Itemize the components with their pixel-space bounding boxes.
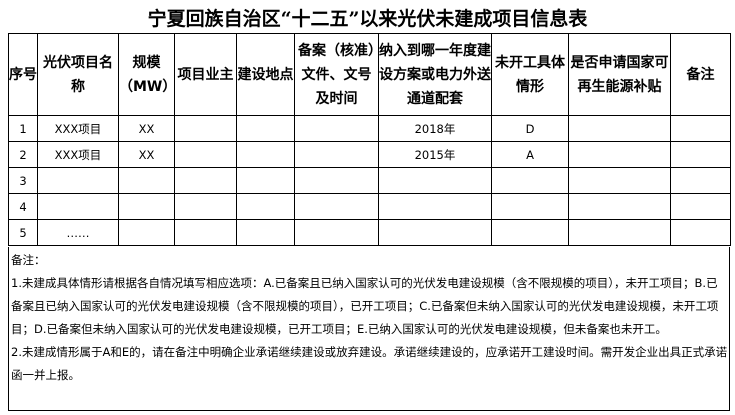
table-cell: …… (37, 219, 119, 246)
table-cell: 2018年 (378, 115, 492, 142)
table-cell: A (491, 141, 569, 168)
table-cell (236, 115, 295, 142)
table-cell (568, 219, 671, 246)
column-header: 序号 (8, 33, 38, 116)
table-cell (236, 219, 295, 246)
table-cell (670, 193, 731, 220)
table-cell (118, 167, 175, 194)
table-cell (174, 167, 237, 194)
column-header: 是否申请国家可再生能源补贴 (568, 33, 671, 116)
table-cell (174, 115, 237, 142)
table-cell: XX (118, 115, 175, 142)
column-header: 备案（核准）文件、文号及时间 (294, 33, 379, 116)
note-item-2: 2.未建成情形属于A和E的，请在备注中明确企业承诺继续建设或放弃建设。承诺继续建… (11, 345, 728, 382)
table-cell (118, 193, 175, 220)
table-row: 5…… (8, 219, 731, 246)
table-cell: D (491, 115, 569, 142)
table-cell (118, 219, 175, 246)
column-header: 建设地点 (236, 33, 295, 116)
table-cell: XXX项目 (37, 115, 119, 142)
column-header: 光伏项目名称 (37, 33, 119, 116)
table-cell (670, 219, 731, 246)
table-cell: XX (118, 141, 175, 168)
table-cell (236, 141, 295, 168)
column-header: 纳入到哪一年度建设方案或电力外送通道配套 (378, 33, 492, 116)
table-cell (174, 141, 237, 168)
table-cell (670, 167, 731, 194)
table-cell (670, 115, 731, 142)
notes-label: 备注： (11, 253, 46, 267)
table-cell: 3 (8, 167, 38, 194)
table-cell (378, 193, 492, 220)
table-cell (236, 193, 295, 220)
table-cell: 5 (8, 219, 38, 246)
table-cell (568, 167, 671, 194)
table-cell (174, 219, 237, 246)
table-cell (568, 115, 671, 142)
table-cell (568, 193, 671, 220)
table-cell: XXX项目 (37, 141, 119, 168)
table-row: 3 (8, 167, 731, 194)
column-header: 未开工具体情形 (491, 33, 569, 116)
notes-section: 备注： 1.未建成具体情形请根据各自情况填写相应选项：A.已备案且已纳入国家认可… (8, 247, 730, 411)
table-cell (294, 141, 379, 168)
table-cell: 2 (8, 141, 38, 168)
table-cell (294, 115, 379, 142)
table-cell: 2015年 (378, 141, 492, 168)
table-cell: 1 (8, 115, 38, 142)
table-row: 1 XXX项目 XX 2018年 D (8, 115, 731, 142)
note-item-1: 1.未建成具体情形请根据各自情况填写相应选项：A.已备案且已纳入国家认可的光伏发… (11, 276, 719, 336)
column-header: 规模（MW） (118, 33, 176, 116)
table-cell (568, 141, 671, 168)
column-header: 项目业主 (174, 33, 237, 116)
table-cell (491, 193, 569, 220)
project-table: 序号 光伏项目名称 规模（MW） 项目业主 建设地点 备案（核准）文件、文号及时间 纳入到哪… (8, 33, 731, 246)
table-header-row: 序号 光伏项目名称 规模（MW） 项目业主 建设地点 备案（核准）文件、文号及时间 纳入到哪… (8, 33, 731, 116)
table-cell: 4 (8, 193, 38, 220)
table-cell (37, 193, 119, 220)
table-cell (294, 167, 379, 194)
table-cell (670, 141, 731, 168)
table-row: 4 (8, 193, 731, 220)
table-cell (378, 219, 492, 246)
document-title: 宁夏回族自治区“十二五”以来光伏未建成项目信息表 (147, 8, 588, 30)
table-cell (294, 193, 379, 220)
table-cell (174, 193, 237, 220)
column-header: 备注 (670, 33, 731, 116)
table-row: 2 XXX项目 XX 2015年 A (8, 141, 731, 168)
table-cell (491, 219, 569, 246)
table-cell (491, 167, 569, 194)
table-cell (294, 219, 379, 246)
table-cell (37, 167, 119, 194)
table-cell (236, 167, 295, 194)
table-cell (378, 167, 492, 194)
